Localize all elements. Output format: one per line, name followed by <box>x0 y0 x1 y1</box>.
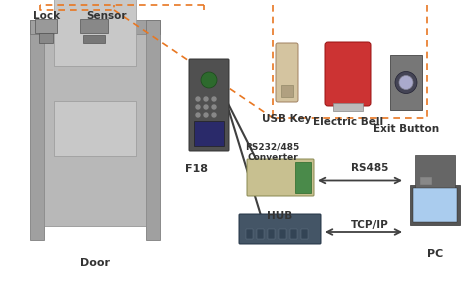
Circle shape <box>196 97 200 101</box>
Bar <box>279 229 286 239</box>
Text: HUB: HUB <box>267 211 292 221</box>
Text: RS232/485
Converter: RS232/485 Converter <box>246 143 300 162</box>
Text: Exit Button: Exit Button <box>373 124 439 134</box>
Text: Door: Door <box>80 258 110 268</box>
Circle shape <box>196 105 200 109</box>
Circle shape <box>212 97 216 101</box>
Bar <box>146 20 160 240</box>
Bar <box>410 185 460 225</box>
Bar <box>333 103 363 111</box>
Text: RS485: RS485 <box>351 163 389 173</box>
Bar <box>246 229 253 239</box>
FancyBboxPatch shape <box>325 42 371 106</box>
Text: USB Key: USB Key <box>262 114 312 124</box>
Bar <box>413 188 457 222</box>
Bar <box>281 85 293 97</box>
Circle shape <box>204 113 208 117</box>
Circle shape <box>399 76 413 89</box>
FancyBboxPatch shape <box>239 214 321 244</box>
Text: Lock: Lock <box>33 11 60 21</box>
Bar <box>194 121 224 146</box>
Bar <box>257 229 264 239</box>
Circle shape <box>201 72 217 88</box>
Bar <box>268 229 275 239</box>
FancyBboxPatch shape <box>247 159 314 196</box>
Circle shape <box>395 72 417 94</box>
Bar <box>39 33 53 43</box>
Bar <box>290 229 297 239</box>
Bar <box>54 0 136 66</box>
Bar <box>83 35 105 43</box>
Bar <box>80 19 108 33</box>
Bar <box>390 55 422 110</box>
Bar <box>54 101 136 156</box>
Circle shape <box>212 105 216 109</box>
Text: TCP/IP: TCP/IP <box>351 220 389 230</box>
Circle shape <box>204 105 208 109</box>
Bar <box>30 20 160 34</box>
Bar <box>295 162 311 193</box>
Bar <box>301 229 308 239</box>
FancyBboxPatch shape <box>189 59 229 151</box>
Circle shape <box>196 113 200 117</box>
Bar <box>420 177 432 185</box>
Text: Electric Bell: Electric Bell <box>313 117 383 127</box>
FancyBboxPatch shape <box>276 43 298 102</box>
Text: F18: F18 <box>185 164 208 174</box>
Bar <box>30 20 44 240</box>
Circle shape <box>204 97 208 101</box>
Bar <box>44 34 146 226</box>
Circle shape <box>212 113 216 117</box>
Text: Sensor: Sensor <box>86 11 127 21</box>
Bar <box>415 155 455 190</box>
Text: PC: PC <box>427 249 443 259</box>
Bar <box>35 19 57 33</box>
